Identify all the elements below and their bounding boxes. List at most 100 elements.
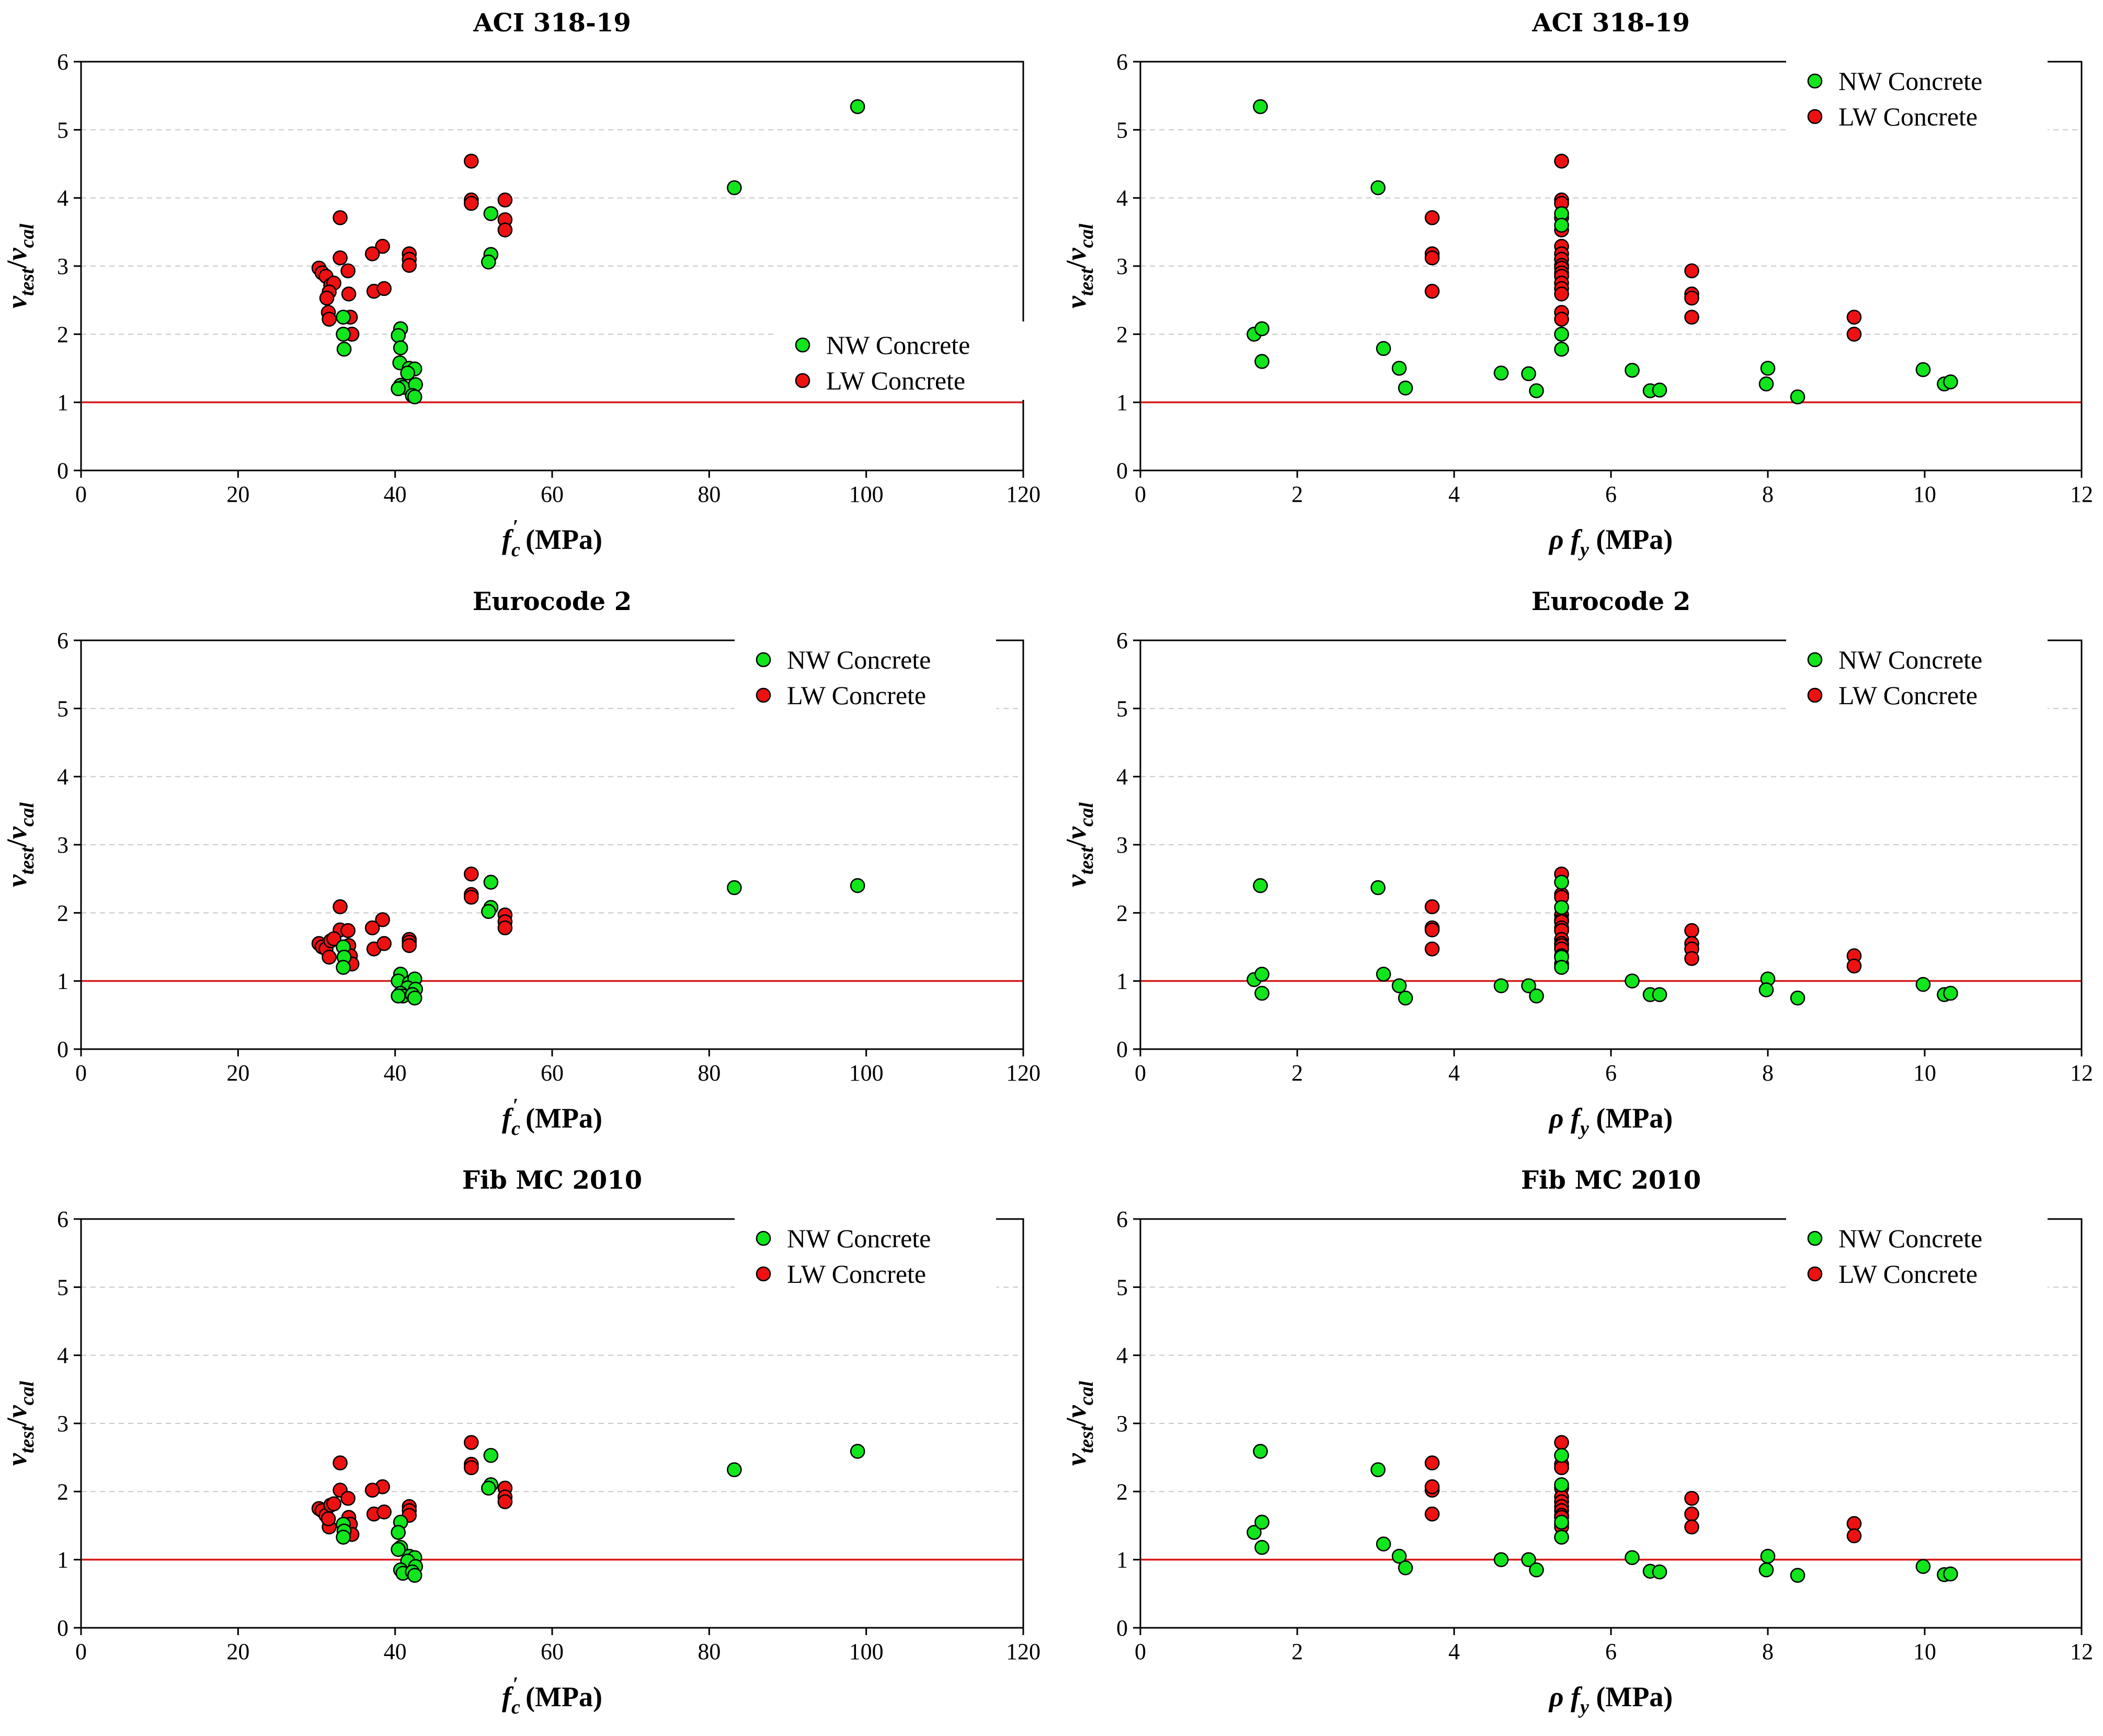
y-tick-label: 5 [57,117,68,143]
lw-concrete-point [1684,923,1699,938]
series-nw [336,99,865,405]
lw-concrete-point [341,286,357,302]
y-label-sub-cal: cal [16,223,38,248]
nw-concrete-point [391,1525,406,1540]
legend-lw-label: LW Concrete [826,366,965,395]
nw-concrete-point [1529,1562,1544,1578]
x-tick-label: 80 [698,1639,721,1664]
nw-concrete-point [1398,990,1413,1006]
nw-concrete-point [1915,1559,1931,1574]
x-tick-label: 12 [2070,1060,2093,1086]
chart-title: Fib MC 2010 [462,1166,642,1195]
legend-nw-label: NW Concrete [787,1224,931,1253]
x-axis-label: ρ fy (MPa) [1548,1102,1673,1140]
x-tick-label: 4 [1448,1639,1460,1664]
y-tick-label: 4 [57,186,68,211]
lw-concrete-point [1424,1479,1440,1494]
x-tick-label: 120 [1006,1639,1041,1664]
x-tick-label: 60 [541,1639,564,1664]
y-label-sub-test: test [16,846,38,875]
legend: NW Concrete LW Concrete [735,1215,996,1293]
lw-concrete-point [1554,1460,1569,1476]
x-tick-label: 120 [1006,481,1041,507]
y-label-v: v [1,874,32,887]
y-label-v: v [1060,295,1092,308]
nw-concrete-point [1521,978,1536,994]
lw-concrete-point [375,912,390,927]
x-label-superscript: ′ [513,1095,519,1117]
lw-concrete-point [364,920,380,936]
y-axis-label: vtest/vcal [1060,802,1098,887]
legend-lw-label: LW Concrete [787,1259,926,1289]
nw-concrete-point [336,341,352,357]
nw-concrete-point [1521,366,1536,382]
chart-panel-aci-fc: ACI 318-19 0 1 2 3 4 5 6 0 20 40 60 80 100 120 fc′ (MPa… [0,0,1052,579]
chart-title: ACI 318-19 [473,8,631,38]
x-tick-label: 20 [226,1639,249,1664]
nw-concrete-point [481,904,496,919]
nw-concrete-point [336,960,351,975]
x-label-unit: (MPa) [1589,1681,1673,1712]
y-label-v: v [1,247,32,260]
lw-concrete-point [1846,1528,1862,1544]
legend-background [735,636,996,715]
legend-nw-label: NW Concrete [787,645,931,674]
y-label-slash: / [1,838,32,847]
nw-concrete-point [391,381,406,396]
y-tick-label: 2 [1116,900,1128,926]
legend-lw-marker [756,687,771,703]
lw-concrete-point [321,1511,336,1526]
y-label-v: v [1060,1405,1092,1418]
nw-concrete-point [1943,1566,1958,1582]
nw-concrete-point [391,1542,406,1557]
y-tick-label: 0 [57,1615,68,1641]
x-label-subscript: c [511,1696,520,1718]
lw-concrete-point [464,866,479,882]
lw-concrete-point [1424,941,1440,957]
y-tick-label: 6 [57,49,68,75]
nw-concrete-point [483,206,499,221]
y-label-slash: / [1060,838,1092,847]
y-label-v: v [1060,247,1092,260]
y-label-sub-cal: cal [1076,802,1098,826]
y-tick-label: 3 [57,1411,68,1436]
y-label-sub-test: test [1076,1425,1098,1453]
legend: NW Concrete LW Concrete [774,321,1035,400]
nw-concrete-point [1758,1562,1774,1578]
lw-concrete-point [1684,1491,1699,1506]
x-label-symbol: f [1564,1102,1583,1134]
legend-lw-label: LW Concrete [1838,681,1978,710]
y-tick-label: 2 [57,1479,68,1504]
lw-concrete-point [1554,153,1569,169]
nw-concrete-point [850,1444,865,1459]
nw-concrete-point [1554,960,1569,975]
lw-concrete-point [497,920,513,936]
nw-concrete-point [1391,978,1407,994]
x-tick-label: 60 [541,1060,564,1086]
x-tick-label: 120 [1006,1060,1041,1086]
lw-concrete-point [1554,1435,1569,1450]
nw-concrete-point [1254,321,1270,337]
nw-concrete-point [1758,982,1774,997]
nw-concrete-point [1254,354,1270,369]
x-tick-label: 60 [541,481,564,507]
y-axis-label: vtest/vcal [1060,223,1098,308]
y-label-v: v [1,1405,32,1418]
y-tick-label: 1 [57,969,68,994]
x-axis-label: fc′ (MPa) [502,1673,602,1718]
nw-concrete-point [483,1447,499,1463]
chart-title: Eurocode 2 [473,587,632,616]
legend-lw-label: LW Concrete [787,681,926,710]
series-lw [1424,866,1862,974]
nw-concrete-point [1370,1462,1386,1477]
x-label-subscript: y [1578,539,1589,561]
y-tick-label: 1 [1116,390,1128,416]
nw-concrete-point [336,1530,351,1545]
lw-concrete-point [364,1482,380,1498]
x-tick-label: 2 [1291,1060,1303,1086]
lw-concrete-point [1684,1519,1699,1535]
x-tick-label: 100 [849,481,884,507]
